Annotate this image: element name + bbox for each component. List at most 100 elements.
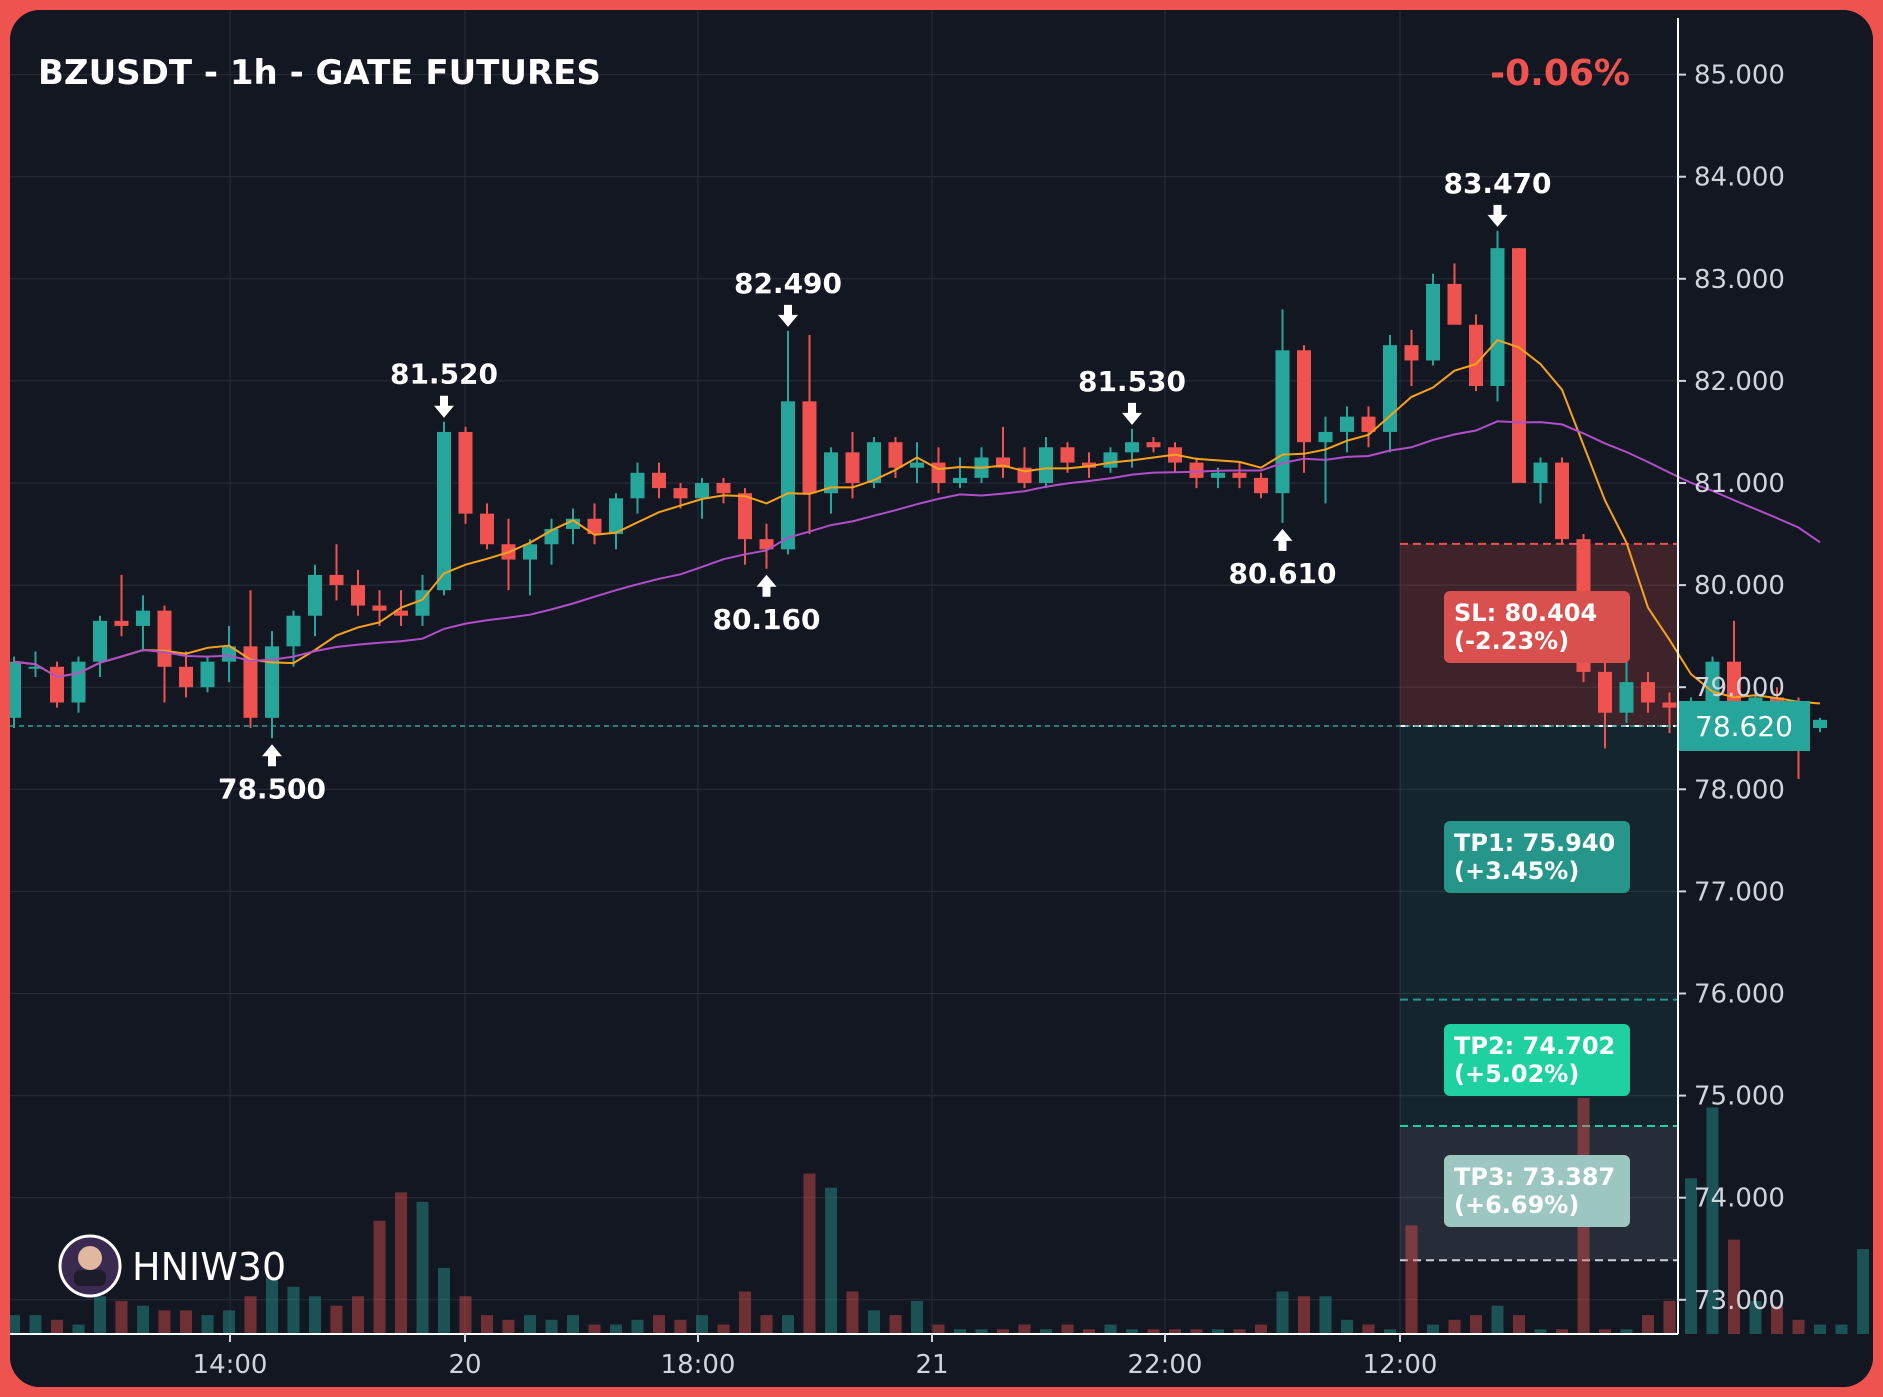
- volume-bar: [223, 1310, 235, 1334]
- candle-body: [1641, 682, 1655, 703]
- candle-body: [243, 646, 258, 718]
- candle-body: [523, 544, 537, 560]
- candle-body: [222, 646, 236, 662]
- candle-body: [1662, 702, 1677, 708]
- y-tick-label: 85.000: [1694, 61, 1785, 91]
- volume-bar: [1405, 1225, 1418, 1334]
- candle-body: [824, 452, 838, 494]
- volume-bar: [1663, 1300, 1676, 1334]
- candle-body: [136, 610, 150, 626]
- chart-frame: 78.620 81.520 82.490 81.530 83.470 78.500 80.…: [10, 10, 1873, 1387]
- candle-body: [759, 539, 774, 550]
- arrow-up-icon: [1272, 528, 1293, 551]
- volume-bar: [1814, 1324, 1826, 1334]
- tp2-box: [1444, 1024, 1630, 1096]
- tp3-percent: (+6.69%): [1454, 1191, 1579, 1219]
- candle-body: [1318, 431, 1333, 443]
- x-tick-label: 18:00: [661, 1350, 736, 1380]
- high-price-label: 81.530: [1078, 365, 1186, 398]
- low-price-label: 80.610: [1228, 557, 1336, 590]
- volume-bar: [180, 1310, 192, 1334]
- volume-bar: [1362, 1324, 1375, 1334]
- grid-lines: [10, 10, 1678, 1334]
- arrow-up-icon: [262, 744, 282, 767]
- high-price-label: 82.490: [734, 267, 842, 300]
- sl-percent: (-2.23%): [1454, 627, 1569, 655]
- volume-bar: [1061, 1324, 1074, 1334]
- volume-bar: [1620, 1329, 1633, 1334]
- volume-bar: [1169, 1329, 1181, 1334]
- low-price-label: 80.160: [712, 603, 820, 636]
- watermark: HNIW30: [58, 1234, 286, 1298]
- volume-bar: [1685, 1178, 1697, 1334]
- volume-bar: [1491, 1305, 1504, 1334]
- volume-bar: [51, 1319, 63, 1334]
- volume-bar: [760, 1315, 773, 1334]
- volume-bar: [1556, 1329, 1568, 1334]
- volume-bar: [352, 1296, 364, 1334]
- volume-bar: [653, 1315, 665, 1334]
- volume-bar: [954, 1329, 966, 1334]
- candle-body: [1383, 345, 1397, 432]
- y-tick-label: 84.000: [1694, 163, 1785, 193]
- volume-bar: [1857, 1249, 1869, 1334]
- tp2-percent: (+5.02%): [1454, 1060, 1579, 1088]
- sl-label: SL: 80.404: [1454, 599, 1597, 627]
- volume-bar: [782, 1315, 794, 1334]
- y-tick-label: 78.000: [1694, 775, 1785, 805]
- candle-body: [1533, 462, 1548, 483]
- tp1-percent: (+3.45%): [1454, 857, 1579, 885]
- candle-body: [1512, 248, 1526, 483]
- candle-body: [1447, 283, 1462, 325]
- x-tick-label: 22:00: [1128, 1350, 1203, 1380]
- y-tick-label: 75.000: [1694, 1082, 1785, 1112]
- moving-averages: [13, 338, 1821, 705]
- candle-body: [286, 615, 301, 647]
- candle-body: [953, 477, 967, 483]
- candle-body: [716, 483, 731, 494]
- tp1-label: TP1: 75.940: [1454, 829, 1615, 857]
- volume-bar: [975, 1329, 988, 1334]
- candlestick-chart[interactable]: 78.620 81.520 82.490 81.530 83.470 78.500 80.…: [10, 10, 1873, 1387]
- volume-bar: [244, 1296, 257, 1334]
- candle-body: [179, 666, 193, 688]
- candle-body: [28, 666, 43, 669]
- candles: [10, 230, 1827, 780]
- candle-body: [50, 666, 64, 703]
- y-tick-label: 74.000: [1694, 1184, 1785, 1214]
- candle-body: [1039, 447, 1053, 483]
- arrow-up-icon: [756, 574, 777, 597]
- y-tick-label: 83.000: [1694, 265, 1785, 295]
- volume-bar: [1749, 1300, 1762, 1334]
- volume-bar: [309, 1296, 321, 1334]
- volume-bar: [1835, 1324, 1848, 1334]
- volume-bar: [137, 1305, 149, 1334]
- volume-bar: [545, 1319, 558, 1334]
- volume-bars: [10, 1098, 1869, 1334]
- volume-bar: [739, 1291, 751, 1334]
- volume-bar: [1276, 1291, 1289, 1334]
- candle-body: [652, 472, 666, 489]
- volume-bar: [158, 1310, 171, 1334]
- volume-bar: [1427, 1324, 1439, 1334]
- volume-bar: [1104, 1324, 1117, 1334]
- candle-body: [1555, 462, 1569, 540]
- volume-bar: [1448, 1319, 1461, 1334]
- volume-bar: [1513, 1315, 1525, 1334]
- candle-body: [329, 574, 344, 586]
- arrow-down-icon: [434, 395, 454, 418]
- arrow-down-icon: [1487, 204, 1508, 227]
- candle-body: [93, 620, 107, 662]
- low-price-label: 78.500: [218, 772, 326, 805]
- moving-average-line: [13, 338, 1821, 705]
- volume-bar: [10, 1315, 20, 1334]
- volume-bar: [696, 1315, 708, 1334]
- avatar-body-icon: [74, 1270, 106, 1286]
- candle-body: [781, 401, 795, 550]
- volume-bar: [115, 1300, 128, 1334]
- x-tick-label: 14:00: [193, 1350, 268, 1380]
- candle-body: [1232, 472, 1247, 478]
- volume-bar: [502, 1319, 515, 1334]
- volume-bar: [395, 1192, 407, 1334]
- candle-body: [71, 661, 86, 703]
